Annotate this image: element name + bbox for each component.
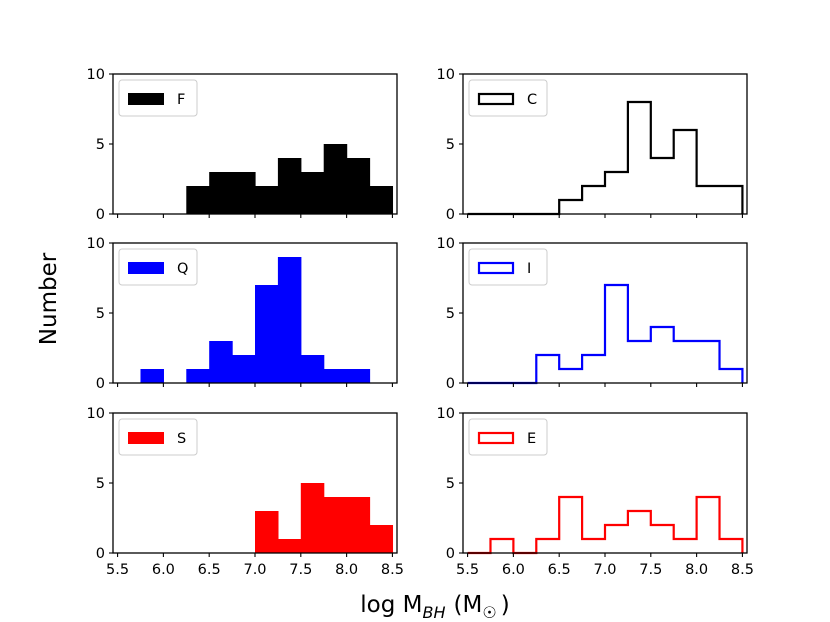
ytick-label-i-10: 10 [437,236,455,252]
legend-label-e: E [527,431,536,447]
ytick-label-f-0: 0 [96,207,105,223]
xtick-label-s-6.0: 6.0 [152,562,175,578]
xtick-label-e-8.0: 8.0 [685,562,708,578]
ytick-label-c-5: 5 [446,137,455,153]
ytick-label-i-0: 0 [446,376,455,392]
y-axis-label: Number [36,252,62,345]
legend-box-c [468,79,548,117]
legend-swatch-e [477,431,515,445]
bar-f-6 [255,186,279,214]
bar-s-6 [255,511,279,553]
x-axis-label-sub: BH [423,603,446,622]
legend-label-s: S [177,431,186,447]
ytick-label-e-10: 10 [437,406,455,422]
ytick-label-q-5: 5 [96,306,105,322]
panel-e: 0 5 10 5.5 6.0 6.5 7.0 7.5 8.0 8.5 E [437,406,754,578]
x-axis-label: log MBH (M☉) [360,592,509,622]
ytick-label-c-0: 0 [446,207,455,223]
bar-q-8 [300,355,325,383]
bar-f-9 [323,144,348,214]
panels-group: 0 5 10 F 0 5 10 C 0 5 10 Q 0 5 10 I 0 5 10 5.5 6.0 6.5 7.0 7.5 8… [87,67,754,578]
panel-q: 0 5 10 Q [87,236,398,392]
bar-f-5 [232,172,256,214]
bar-f-11 [369,186,394,214]
xtick-label-e-5.5: 5.5 [456,562,479,578]
panel-s: 0 5 10 5.5 6.0 6.5 7.0 7.5 8.0 8.5 S [87,406,404,578]
bar-q-4 [209,341,233,383]
panel-f: 0 5 10 F [87,67,398,223]
legend-swatch-f [128,93,164,105]
bar-s-9 [323,497,348,553]
xtick-label-s-8.0: 8.0 [335,562,358,578]
xtick-label-e-7.0: 7.0 [593,562,616,578]
legend-swatch-c [477,92,515,106]
legend-swatch-s [128,432,164,444]
ytick-label-q-0: 0 [96,376,105,392]
ytick-label-f-5: 5 [96,137,105,153]
legend-box-e [468,418,548,456]
bar-s-8 [300,483,325,553]
step-line-e [467,495,744,555]
bar-q-9 [323,369,348,383]
ytick-label-e-0: 0 [446,546,455,562]
x-axis-label-sun: ☉ [482,603,496,622]
legend-box-i [468,248,548,286]
xtick-label-e-6.5: 6.5 [548,562,571,578]
xtick-label-e-6.0: 6.0 [502,562,525,578]
xtick-label-s-7.5: 7.5 [289,562,312,578]
xtick-label-e-7.5: 7.5 [639,562,662,578]
legend-label-i: I [527,261,531,277]
x-axis-label-main: log M [360,592,422,618]
legend-label-f: F [177,92,185,108]
ytick-label-i-5: 5 [446,306,455,322]
legend-label-c: C [527,92,537,108]
panel-i: 0 5 10 I [437,236,748,392]
xtick-label-s-5.5: 5.5 [106,562,129,578]
ytick-label-c-10: 10 [437,67,455,83]
legend-swatch-q [128,262,164,274]
bar-q-5 [232,355,256,383]
x-axis-label-close: ) [501,592,510,618]
ytick-label-e-5: 5 [446,476,455,492]
bar-f-3 [186,186,210,214]
ytick-label-s-10: 10 [87,406,105,422]
bar-q-7 [277,257,302,383]
xtick-label-e-8.5: 8.5 [731,562,754,578]
xtick-label-s-8.5: 8.5 [381,562,404,578]
step-line-c [467,100,744,216]
panel-c: 0 5 10 C [437,67,748,223]
bar-q-3 [186,369,210,383]
legend-label-q: Q [177,261,188,277]
legend-swatch-i [477,261,515,275]
ytick-label-f-10: 10 [87,67,105,83]
bar-f-4 [209,172,233,214]
ytick-label-s-5: 5 [96,476,105,492]
ytick-label-q-10: 10 [87,236,105,252]
ytick-label-s-0: 0 [96,546,105,562]
xtick-label-s-7.0: 7.0 [243,562,266,578]
bar-s-11 [369,525,394,553]
bar-q-1 [140,369,164,383]
bar-q-6 [255,285,279,383]
x-axis-label-units: (M [454,592,483,618]
step-line-i [467,283,744,385]
xtick-label-s-6.5: 6.5 [198,562,221,578]
bar-f-7 [277,158,302,214]
bar-f-8 [300,172,325,214]
bar-s-10 [346,497,371,553]
bar-f-10 [346,158,371,214]
bar-q-10 [346,369,371,383]
bar-s-7 [277,539,302,553]
